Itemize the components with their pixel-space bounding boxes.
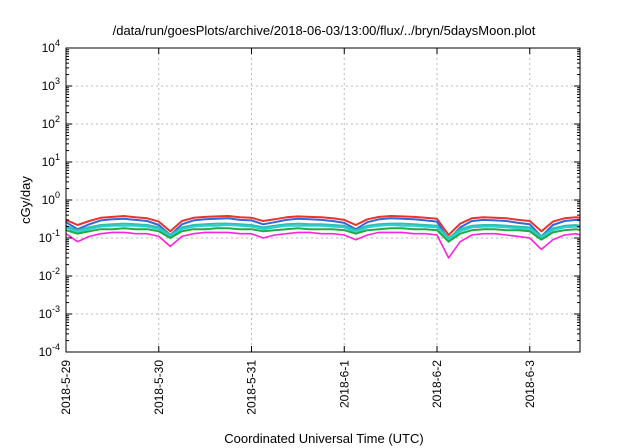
x-tick-label: 2018-5-30 [152,360,166,415]
chart-title: /data/run/goesPlots/archive/2018-06-03/1… [113,23,536,38]
gridlines [65,48,580,352]
y-tick-label: 101 [42,152,60,169]
series-line [65,224,581,241]
x-tick-label: 2018-5-29 [59,360,73,415]
y-tick-label: 10-1 [39,228,60,245]
y-tick-label: 10-4 [39,342,60,359]
x-tick-label: 2018-6-3 [523,360,537,408]
y-tick-label: 103 [42,76,60,93]
series-line [65,215,581,236]
y-tick-label: 102 [42,114,60,131]
y-axis-label: cGy/day [18,176,33,224]
series-layer [65,215,581,259]
series-line [65,217,581,241]
x-tick-label: 2018-6-2 [430,360,444,408]
x-axis-label: Coordinated Universal Time (UTC) [224,431,423,446]
y-axis-ticks: 10-4 10-3 10-2 10-1 100 101 102 103 104 [39,38,580,359]
y-tick-label: 10-2 [39,266,60,283]
y-tick-label: 10-3 [39,304,60,321]
x-axis-ticks: 2018-5-29 2018-5-30 2018-5-31 2018-6-1 2018-… [59,48,537,415]
series-line [65,231,581,259]
y-tick-label: 100 [42,190,60,207]
y-tick-label: 104 [42,38,60,55]
x-tick-label: 2018-5-31 [245,360,259,415]
series-line [65,227,581,243]
series-line [65,222,581,239]
x-tick-label: 2018-6-1 [337,360,351,408]
